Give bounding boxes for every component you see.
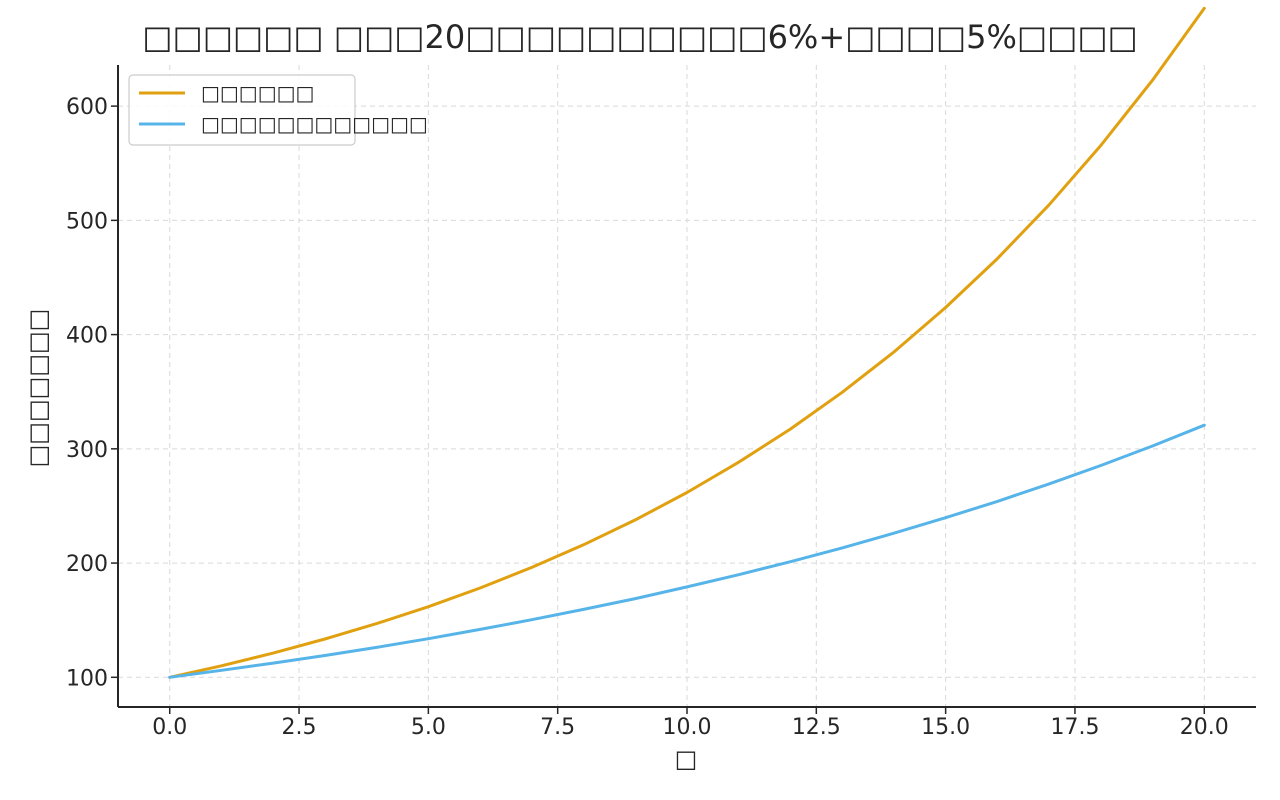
x-tick-label: 10.0 [663, 715, 712, 740]
legend-box [128, 74, 356, 146]
chart-title: □□□□□□ □□□20□□□□□□□□□□6%+□□□□5%□□□□ [142, 18, 1138, 56]
x-tick-label: 7.5 [540, 715, 575, 740]
x-tick-label: 17.5 [1050, 715, 1099, 740]
series-line-1 [168, 6, 1206, 679]
legend-label-1: □□□□□□ [201, 81, 314, 105]
series-layer [168, 6, 1206, 679]
y-tick-label: 200 [66, 552, 108, 577]
y-tick-label: 300 [66, 438, 108, 463]
x-tick-label: 15.0 [921, 715, 970, 740]
y-tick-label: 400 [66, 324, 108, 349]
x-tick-label: 5.0 [411, 715, 446, 740]
x-tick-label: 12.5 [792, 715, 841, 740]
x-tick-label: 0.0 [152, 715, 187, 740]
y-tick-label: 600 [66, 95, 108, 120]
y-tick-label: 500 [66, 209, 108, 234]
x-axis-label: □ [674, 745, 698, 773]
x-tick-label: 2.5 [282, 715, 317, 740]
legend: □□□□□□□□□□□□□□□□□□ [128, 74, 428, 146]
legend-label-2: □□□□□□□□□□□□ [201, 112, 428, 136]
axes: 0.0 2.5 5.0 7.5 10.0 12.5 15.0 17.5 20.0 100 200 30… [66, 65, 1256, 740]
x-tick-label: 20.0 [1180, 715, 1229, 740]
y-tick-label: 100 [66, 666, 108, 691]
series-line-2 [168, 423, 1206, 679]
